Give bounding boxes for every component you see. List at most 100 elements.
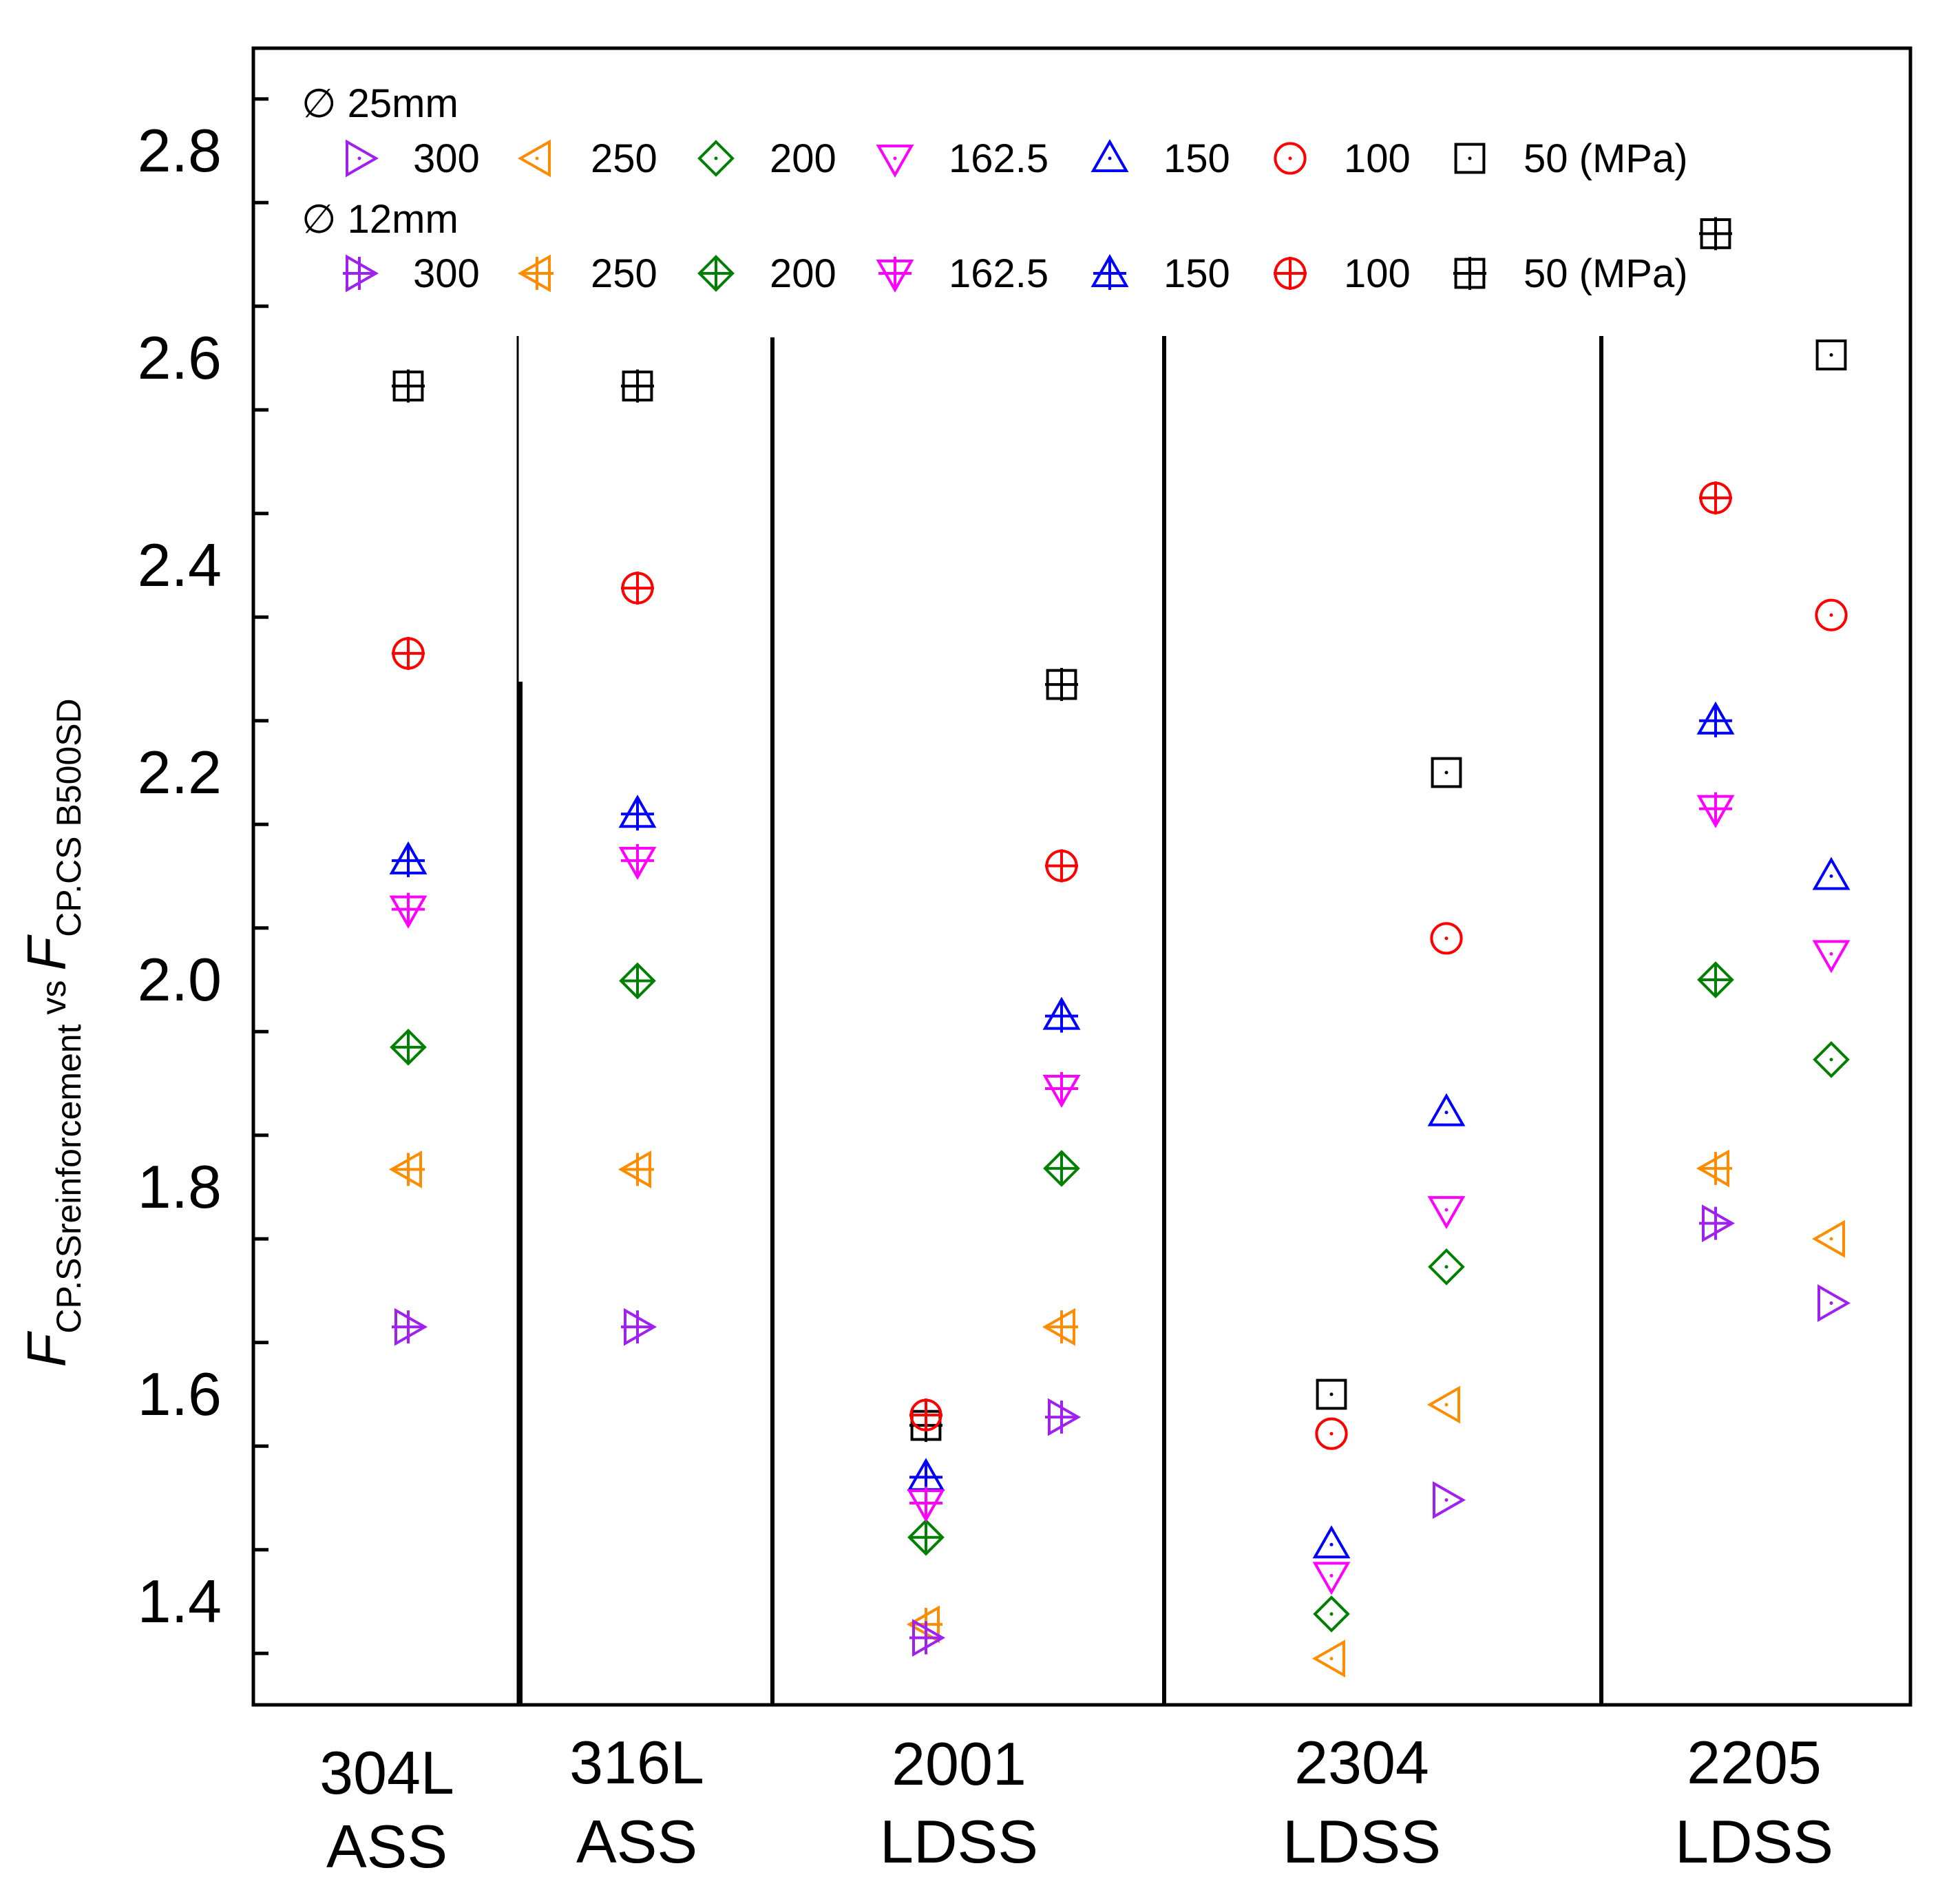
point-316L-12mm-200	[619, 962, 656, 1000]
point-2304-12mm-100	[1045, 849, 1078, 883]
point-316L-12mm-100	[621, 571, 654, 605]
category-304L-line2: ASS	[326, 1812, 447, 1880]
legend-marker-162_5-25mm	[876, 145, 914, 178]
point-304L-12mm-162_5	[389, 892, 428, 929]
legend-group1-label: ∅ 25mm	[302, 81, 459, 126]
category-2205-line2: LDSS	[1675, 1807, 1833, 1876]
point-2001-25mm-162_5	[1312, 1562, 1351, 1595]
point-2304-12mm-300	[1045, 1398, 1082, 1436]
point-304L-12mm-50	[392, 369, 425, 403]
point-2304-12mm-50	[1045, 668, 1078, 702]
legend-label-100: 100	[1344, 251, 1411, 296]
category-304L-line1: 304L	[319, 1739, 454, 1807]
y-tick-label: 2.4	[138, 531, 222, 599]
point-2001-25mm-250	[1311, 1639, 1345, 1678]
point-304L-12mm-100	[392, 636, 425, 670]
legend: ∅ 25mm ∅ 12mm 300 250 200 162.5 150 100 50 (MP…	[302, 81, 1688, 296]
point-2304-25mm-150	[1427, 1093, 1466, 1126]
point-2205-12mm-50	[1699, 217, 1732, 251]
legend-label-50: 50 (MPa)	[1524, 251, 1688, 296]
legend-marker-50-12mm	[1453, 257, 1486, 290]
legend-marker-162_5-12mm	[876, 257, 914, 293]
point-2001-12mm-162_5	[907, 1487, 945, 1523]
point-2205-12mm-100	[1699, 481, 1732, 515]
legend-marker-50-25mm	[1454, 143, 1486, 174]
point-316L-12mm-300	[621, 1308, 657, 1346]
legend-label-200: 200	[770, 251, 836, 296]
point-304L-12mm-200	[390, 1028, 427, 1066]
point-2205-12mm-162_5	[1696, 792, 1735, 828]
category-2304-line1: 2304	[1294, 1728, 1429, 1796]
legend-label-300: 300	[413, 251, 480, 296]
point-2304-12mm-150	[1042, 996, 1081, 1033]
legend-label-50: 50 (MPa)	[1524, 136, 1688, 181]
legend-marker-150-25mm	[1090, 138, 1129, 172]
legend-entries: 300 250 200 162.5 150 100 50 (MPa) 300 250 200 162…	[343, 136, 1688, 296]
point-2304-25mm-162_5	[1427, 1196, 1466, 1230]
point-316L-12mm-250	[618, 1150, 654, 1188]
point-316L-12mm-150	[618, 795, 657, 831]
category-2205-line1: 2205	[1687, 1728, 1822, 1796]
y-tick-label: 1.6	[138, 1360, 222, 1428]
point-2304-12mm-162_5	[1042, 1072, 1081, 1109]
point-304L-12mm-300	[392, 1308, 428, 1346]
category-316L-line1: 316L	[569, 1728, 704, 1796]
data-points	[388, 217, 1851, 1678]
category-dividers	[516, 336, 1603, 1705]
legend-marker-300-12mm	[343, 254, 379, 293]
legend-group2-label: ∅ 12mm	[302, 197, 459, 242]
legend-marker-200-25mm	[697, 140, 735, 177]
y-tick-label: 2.2	[138, 738, 222, 806]
y-tick-label: 2.0	[138, 945, 222, 1014]
legend-label-250: 250	[591, 251, 657, 296]
point-2205-25mm-250	[1811, 1219, 1845, 1258]
y-label-f2: F	[16, 934, 77, 971]
point-2205-12mm-300	[1699, 1204, 1736, 1243]
point-2205-12mm-150	[1696, 701, 1735, 737]
legend-marker-250-12mm	[517, 254, 554, 293]
y-label-sub1: CP.SSreinforcement	[50, 1024, 88, 1333]
y-label-f1: F	[16, 1331, 77, 1367]
point-2205-25mm-100	[1815, 598, 1848, 631]
y-label-vs: vs	[34, 971, 73, 1025]
legend-marker-250-25mm	[517, 139, 551, 178]
point-2001-25mm-50	[1316, 1378, 1347, 1410]
y-label-sub2: CP.CS B500SD	[50, 698, 88, 936]
point-316L-12mm-50	[621, 369, 654, 403]
legend-marker-100-25mm	[1274, 142, 1307, 175]
legend-marker-150-12mm	[1090, 253, 1129, 290]
y-axis-label: FCP.SSreinforcement vs FCP.CS B500SD	[16, 698, 88, 1367]
legend-label-200: 200	[770, 136, 836, 181]
legend-label-100: 100	[1344, 136, 1411, 181]
legend-label-150: 150	[1163, 251, 1230, 296]
legend-label-162_5: 162.5	[949, 251, 1049, 296]
point-2205-25mm-300	[1817, 1284, 1851, 1323]
point-2001-12mm-300	[909, 1619, 946, 1657]
point-2304-12mm-200	[1043, 1150, 1080, 1187]
point-2001-12mm-100	[909, 1398, 942, 1432]
category-2001-line1: 2001	[892, 1730, 1026, 1798]
y-tick-label: 1.8	[138, 1153, 222, 1221]
plot-frame	[251, 46, 1912, 1707]
legend-label-250: 250	[591, 136, 657, 181]
legend-marker-100-12mm	[1274, 257, 1307, 290]
y-axis: 1.4 1.6 1.8 2.0 2.2 2.4 2.6 2.8	[138, 97, 268, 1655]
point-2205-12mm-250	[1696, 1149, 1732, 1188]
legend-label-150: 150	[1163, 136, 1230, 181]
point-2304-25mm-100	[1430, 922, 1463, 955]
point-2001-25mm-200	[1313, 1595, 1350, 1633]
point-2205-25mm-50	[1815, 339, 1847, 370]
point-2205-12mm-200	[1697, 961, 1734, 998]
y-tick-label: 2.8	[138, 116, 222, 185]
category-2001-line2: LDSS	[880, 1807, 1038, 1876]
legend-label-300: 300	[413, 136, 480, 181]
legend-marker-200-12mm	[697, 255, 735, 292]
point-2304-25mm-50	[1431, 757, 1462, 788]
y-tick-label: 1.4	[138, 1567, 222, 1635]
point-2001-25mm-150	[1312, 1525, 1351, 1559]
point-2001-25mm-100	[1315, 1417, 1348, 1450]
point-2205-25mm-162_5	[1812, 940, 1851, 974]
point-2205-25mm-200	[1813, 1041, 1850, 1078]
point-304L-12mm-250	[388, 1150, 425, 1188]
